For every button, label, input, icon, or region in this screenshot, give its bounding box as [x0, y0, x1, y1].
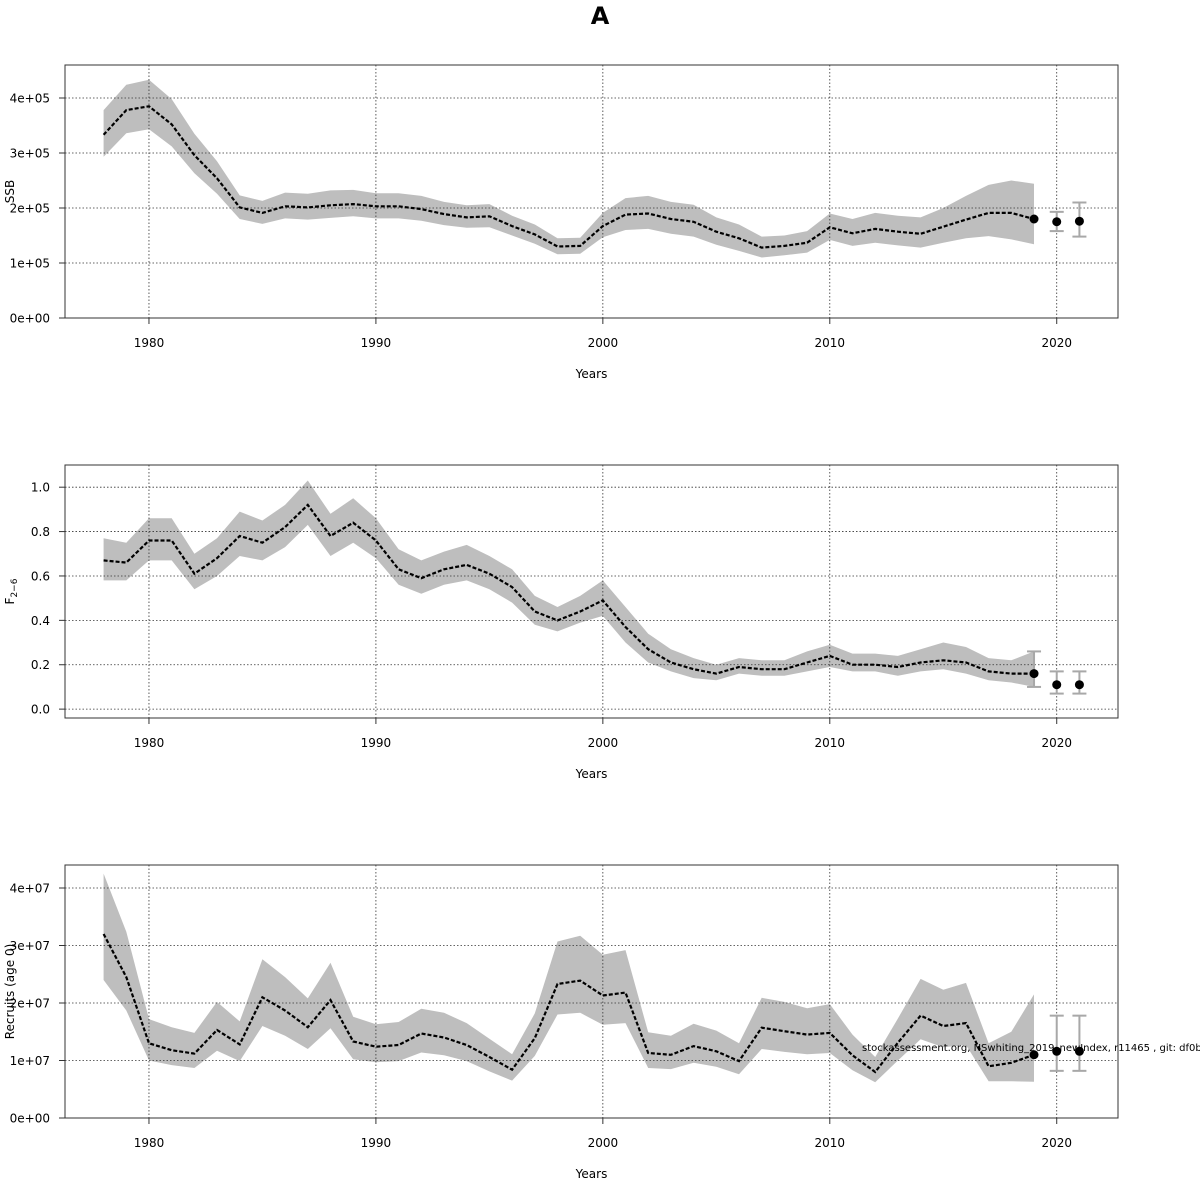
panel-recruits: 1980 1990 2000 2010 2020 0e+00 1e+07 2e+07 3e+07…: [3, 864, 1119, 1181]
estimate-line: [102, 933, 1035, 1074]
confidence-band: [103, 79, 1035, 258]
y-tick-label: 0e+00: [10, 312, 50, 326]
x-tick-label: 1980: [134, 736, 165, 750]
x-tick-label: 2010: [815, 736, 846, 750]
footnote-text: stockassessment.org, NSwhiting_2019_newI…: [862, 1043, 1200, 1054]
panel-ssb: 1980 1990 2000 2010 2020 0e+00 1e+05 2e+05 3e+05…: [3, 64, 1119, 381]
y-tick-label: 2e+05: [10, 202, 50, 216]
y-tick-label: 1e+07: [10, 1054, 50, 1068]
estimate-line: [102, 105, 1035, 249]
forecast-point: [1052, 1046, 1062, 1056]
x-tick-label: 2000: [588, 736, 619, 750]
x-axis-label: Years: [575, 1167, 608, 1181]
plot-frame: [64, 864, 1119, 1119]
x-tick-label: 2000: [588, 336, 619, 350]
y-tick-label: 4e+05: [10, 92, 50, 106]
x-tick-label: 2010: [815, 336, 846, 350]
panel-fbar: 1980 1990 2000 2010 2020 0.0 0.2 0.4 0.6 0.8 1.0 Ye…: [3, 464, 1119, 781]
x-tick-label: 2010: [815, 1136, 846, 1150]
y-axis-label-subscript: 2−6: [10, 578, 20, 597]
y-tick-label: 1.0: [31, 481, 50, 495]
y-tick-label: 1e+05: [10, 257, 50, 271]
y-tick-label: 0.8: [31, 525, 50, 539]
y-tick-label: 2e+07: [10, 997, 50, 1011]
forecast-point: [1074, 1046, 1084, 1056]
x-axis-label: Years: [575, 367, 608, 381]
x-tick-label: 1980: [134, 1136, 165, 1150]
estimate-line: [103, 503, 1034, 675]
plot-frame: [64, 64, 1119, 319]
x-tick-label: 1990: [361, 736, 392, 750]
y-axis-label: SSB: [3, 180, 17, 203]
x-tick-label: 2020: [1041, 336, 1072, 350]
y-tick-label: 4e+07: [10, 882, 50, 896]
forecast-point: [1074, 216, 1084, 226]
forecast-point: [1029, 1050, 1039, 1060]
figure-title: A: [590, 2, 610, 30]
forecast-point: [1052, 680, 1062, 690]
x-axis-label: Years: [575, 767, 608, 781]
y-tick-label: 0.2: [31, 658, 50, 672]
y-axis-label: F2−6: [3, 578, 20, 604]
confidence-band: [103, 480, 1035, 687]
x-tick-label: 2020: [1041, 1136, 1072, 1150]
y-tick-label: 0.6: [31, 569, 50, 583]
x-tick-label: 2000: [588, 1136, 619, 1150]
forecast-point: [1029, 214, 1039, 224]
y-tick-label: 0.0: [31, 703, 50, 717]
x-tick-label: 1990: [361, 336, 392, 350]
y-tick-label: 0.4: [31, 614, 50, 628]
y-axis-label: Recruits (age 0): [3, 944, 17, 1040]
x-tick-label: 1980: [134, 336, 165, 350]
y-tick-label: 0e+00: [10, 1112, 50, 1126]
forecast-point: [1052, 217, 1062, 227]
y-tick-label: 3e+05: [10, 147, 50, 161]
y-tick-label: 3e+07: [10, 939, 50, 953]
confidence-band: [103, 873, 1035, 1083]
x-tick-label: 2020: [1041, 736, 1072, 750]
plot-frame: [64, 464, 1119, 719]
forecast-point: [1074, 680, 1084, 690]
x-tick-label: 1990: [361, 1136, 392, 1150]
forecast-point: [1029, 669, 1039, 679]
